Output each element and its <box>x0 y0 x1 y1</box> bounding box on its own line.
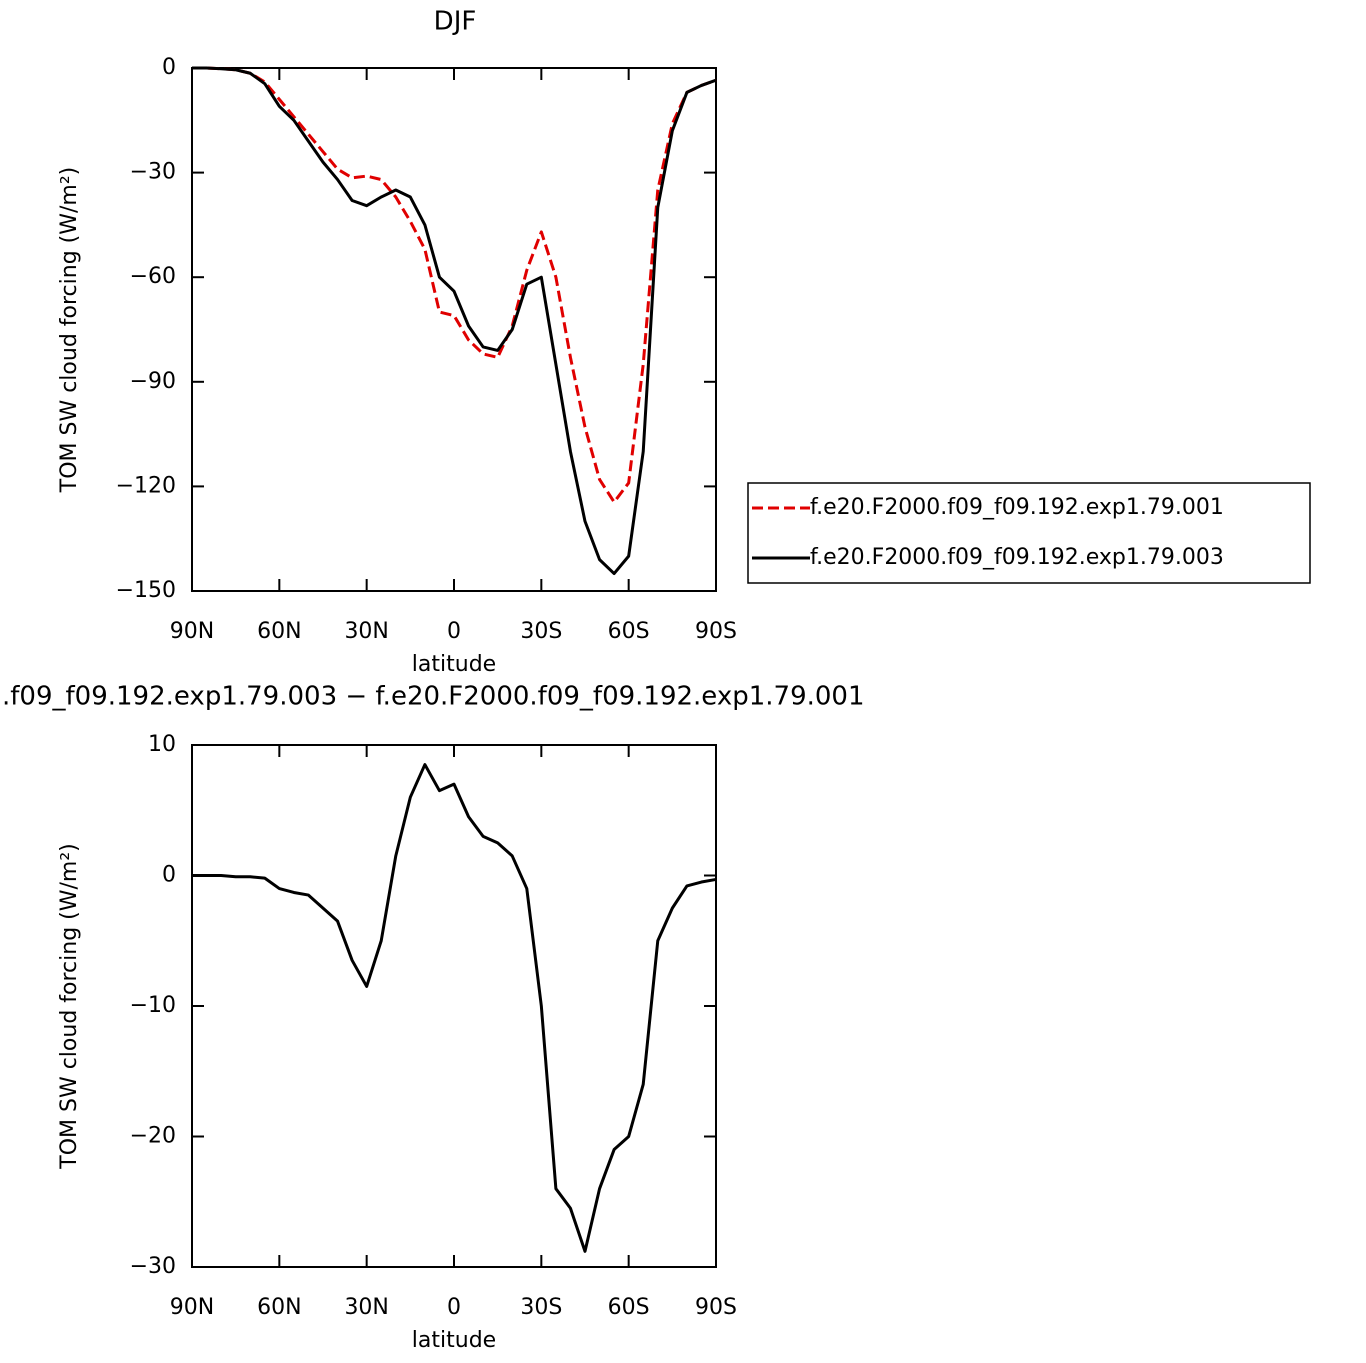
y-axis-label: TOM SW cloud forcing (W/m²) <box>57 167 82 493</box>
x-tick-label: 60N <box>257 619 301 644</box>
plot-frame <box>191 67 717 592</box>
y-tick-label: −90 <box>130 369 176 394</box>
y-tick-label: 0 <box>162 55 176 80</box>
chart-title: .f09_f09.192.exp1.79.003 − f.e20.F2000.f… <box>2 682 865 712</box>
x-tick-label: 60S <box>608 1295 650 1320</box>
y-tick-label: −30 <box>130 160 176 185</box>
y-tick-label: −120 <box>116 473 176 498</box>
x-tick-label: 60N <box>257 1295 301 1320</box>
x-tick-label: 30S <box>520 619 562 644</box>
y-axis-label: TOM SW cloud forcing (W/m²) <box>57 843 82 1169</box>
x-tick-label: 30N <box>344 619 388 644</box>
y-tick-label: 0 <box>162 863 176 888</box>
x-tick-label: 90S <box>695 619 737 644</box>
y-tick-label: −60 <box>130 264 176 289</box>
legend-label: f.e20.F2000.f09_f09.192.exp1.79.001 <box>810 495 1224 520</box>
x-axis-label: latitude <box>412 652 496 677</box>
x-tick-label: 0 <box>447 619 461 644</box>
legend-box <box>747 482 1311 584</box>
y-tick-label: −30 <box>130 1254 176 1279</box>
chart-title: DJF <box>434 7 477 37</box>
x-tick-label: 30S <box>520 1295 562 1320</box>
x-tick-label: 90S <box>695 1295 737 1320</box>
plot-frame <box>191 744 717 1268</box>
x-tick-label: 60S <box>608 619 650 644</box>
y-tick-label: −150 <box>116 578 176 603</box>
x-tick-label: 90N <box>170 619 214 644</box>
y-tick-label: −20 <box>130 1124 176 1149</box>
y-tick-label: −10 <box>130 993 176 1018</box>
series-line <box>192 66 717 504</box>
legend-label: f.e20.F2000.f09_f09.192.exp1.79.003 <box>810 545 1224 570</box>
x-tick-label: 0 <box>447 1295 461 1320</box>
series-line <box>192 66 717 576</box>
x-tick-label: 90N <box>170 1295 214 1320</box>
y-tick-label: 10 <box>148 732 176 757</box>
x-axis-label: latitude <box>412 1328 496 1353</box>
x-tick-label: 30N <box>344 1295 388 1320</box>
series-line <box>192 763 717 1253</box>
